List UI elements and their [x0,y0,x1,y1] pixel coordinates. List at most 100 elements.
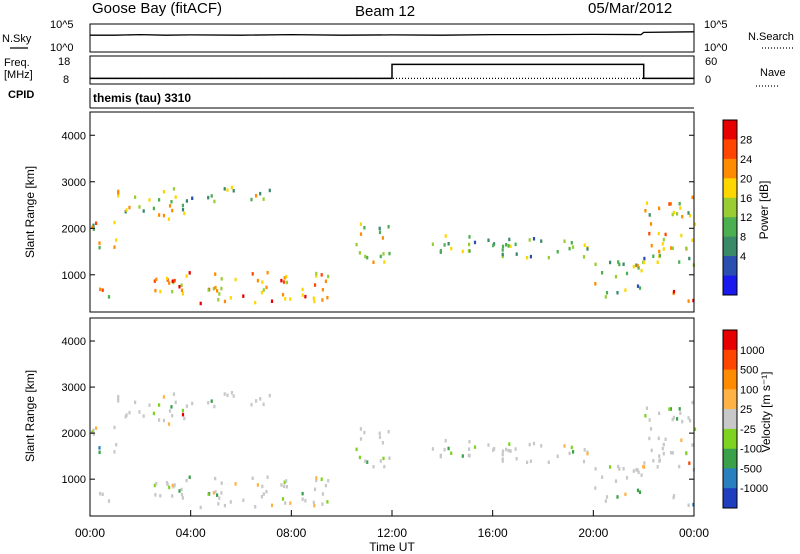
velocity-echo-cell [181,496,184,500]
velocity-echo-cell [234,482,237,486]
power-echo-cell [321,298,324,302]
velocity-echo-cell [601,475,604,479]
power-echo-cell [359,232,363,236]
power-echo-cell [117,191,120,195]
power-echo-cell [664,232,667,237]
velocity-echo-cell [251,476,254,480]
power-echo-cell [117,194,120,198]
velocity-echo-cell [172,392,176,396]
velocity-echo-cell [637,470,640,475]
velocity-echo-cell [170,405,173,409]
power-echo-cell [313,283,317,287]
x-tick-label: 04:00 [176,526,206,540]
velocity-echo-cell [216,493,219,497]
y-tick-label: 4000 [62,336,86,348]
velocity-echo-cell [162,418,165,423]
power-y-ticks: 1000 2000 3000 4000 [62,130,694,282]
velocity-echo-cell [547,460,550,464]
colorbar-tick-label: 1000 [740,345,764,357]
power-echo-cell [693,222,697,227]
velocity-echo-cell [268,393,271,398]
velocity-echo-cell [468,453,471,458]
power-echo-cell [212,286,215,291]
power-echo-cell [229,296,232,300]
velocity-echo-cell [540,444,543,448]
velocity-echo-cell [165,481,169,485]
power-echo-cell [658,206,661,211]
velocity-echo-cell [501,459,504,463]
velocity-echo-cell [672,415,675,420]
power-echo-cell [622,262,625,266]
power-echo-cell [691,195,694,200]
power-echo-cell [242,294,245,298]
colorbar-tick-label: 20 [740,173,752,185]
colorbar-swatch [723,448,737,469]
velocity-echo-cell [324,483,327,488]
velocity-echo-cell [563,444,566,448]
power-echo-cell [688,213,692,218]
colorbar-tick-label: 4 [740,251,746,263]
power-echo-cell [658,249,661,254]
power-echo-cell [280,278,283,283]
power-echo-cell [199,301,202,306]
power-echo-cell [207,195,210,200]
power-echo-cell [532,237,536,241]
power-echo-cell [172,187,176,191]
time-x-ticks: 00:00 04:00 08:00 12:00 16:00 20:00 00:00 [75,510,709,540]
power-echo-cell [643,260,646,265]
velocity-echo-cell [649,427,653,431]
colorbar-swatch [723,256,737,276]
power-echo-cell [447,242,450,246]
velocity-echo-cell [230,391,233,395]
power-echo-cell [636,284,640,288]
power-echo-cell [501,244,505,249]
y-tick-label: 3000 [62,382,86,394]
power-echo-cell [444,234,447,238]
velocity-echo-cell [529,459,532,463]
velocity-echo-cell [672,494,676,498]
power-echo-cell [680,233,683,238]
colorbar-tick-label: 500 [740,365,758,377]
power-echo-cell [148,198,151,202]
power-echo-cell [220,286,223,291]
velocity-echo-cell [681,419,684,424]
power-echo-cell [115,238,118,242]
power-echo-cell [526,256,529,260]
velocity-echo-cell [625,476,629,480]
velocity-echo-cell [256,483,259,487]
velocity-echo-cell [214,476,217,481]
power-echo-cell [645,201,649,205]
nave-right-tick-bottom: 0 [705,74,711,86]
power-echo-cell [98,245,101,250]
velocity-echo-cell [643,461,646,465]
power-echo-cell [324,279,327,283]
power-echo-cell [326,295,329,300]
colorbar-tick-label: 24 [740,154,752,166]
velocity-echo-cell [657,436,660,441]
power-echo-cell [259,191,262,196]
velocity-echo-cell [668,407,671,411]
velocity-echo-cell [91,430,94,434]
velocity-echo-cell [678,407,681,411]
velocity-echo-cell [153,483,156,488]
velocity-echo-cell [661,446,664,451]
velocity-echo-cell [259,397,262,401]
power-echo-cell [304,294,307,299]
velocity-echo-cell [461,454,464,458]
power-echo-cell [185,274,188,278]
power-echo-cell [167,217,171,221]
power-echo-cell [250,197,253,202]
colorbar-swatch [723,139,737,160]
velocity-echo-cell [92,432,95,436]
velocity-echo-cell [635,468,638,472]
power-echo-cell [691,238,694,242]
y-tick-label: 1000 [62,474,86,486]
velocity-echo-cell [366,460,369,464]
power-echo-cell [154,288,157,293]
power-echo-cell [158,198,161,202]
power-echo-cell [162,190,165,194]
power-echo-cell [283,276,286,280]
velocity-echo-cell [692,502,695,507]
velocity-echo-cell [492,448,495,452]
power-colorbar: 28 24 20 16 12 8 4 [722,119,752,296]
